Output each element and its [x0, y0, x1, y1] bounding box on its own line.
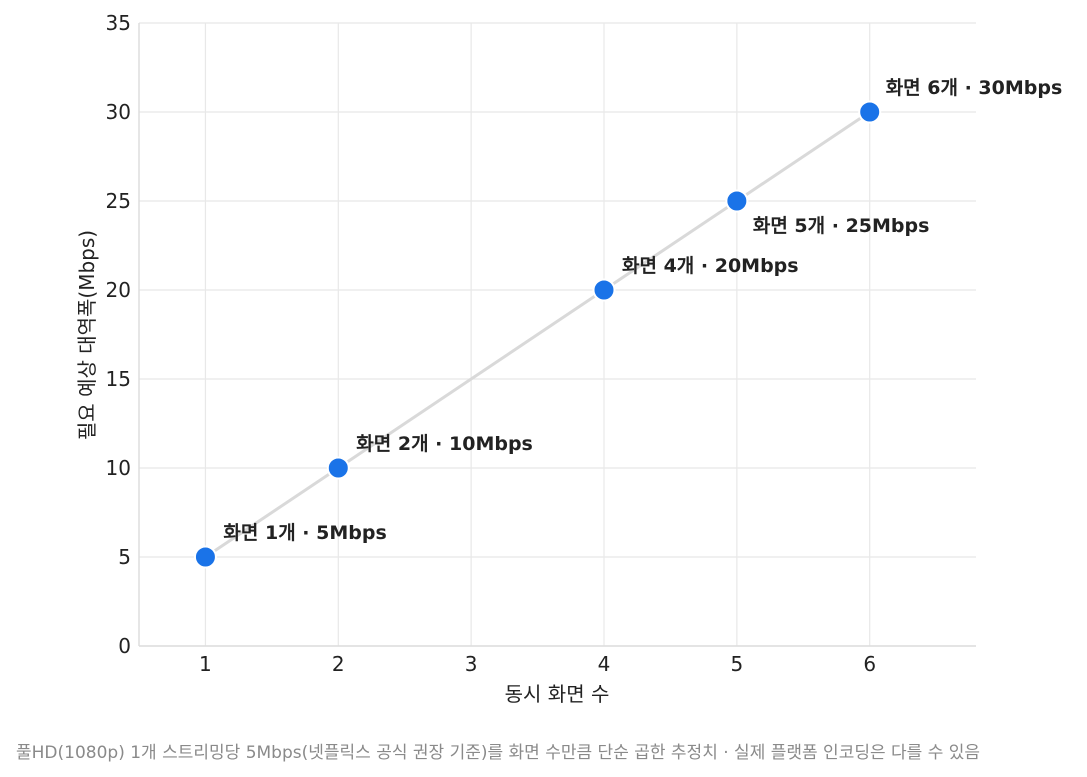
x-tick-label: 5 [730, 652, 743, 676]
data-point [193, 545, 217, 569]
data-point [592, 278, 616, 302]
data-point [725, 189, 749, 213]
y-tick-label: 15 [106, 367, 131, 391]
grid [139, 22, 976, 647]
x-tick-label: 4 [598, 652, 611, 676]
y-tick-label: 0 [118, 634, 131, 658]
y-tick-label: 25 [106, 189, 131, 213]
axes [138, 23, 976, 647]
y-axis-label: 필요 예상 대역폭(Mbps) [75, 230, 99, 440]
point-labels: 화면 1개 · 5Mbps 화면 2개 · 10Mbps 화면 4개 · 20Mbp… [223, 77, 1062, 544]
data-label: 화면 5개 · 25Mbps [753, 215, 930, 237]
x-tick-label: 6 [863, 652, 876, 676]
ticks: 0 5 10 15 20 25 30 35 1 2 3 4 5 6 [106, 11, 877, 676]
data-point [858, 100, 882, 124]
x-axis-label: 동시 화면 수 [505, 682, 610, 706]
series [193, 100, 882, 569]
data-label: 화면 2개 · 10Mbps [356, 433, 533, 455]
data-point [326, 456, 350, 480]
data-label: 화면 1개 · 5Mbps [223, 522, 386, 544]
x-tick-label: 3 [465, 652, 478, 676]
x-tick-label: 2 [332, 652, 345, 676]
data-label: 화면 4개 · 20Mbps [622, 255, 799, 277]
footnote-caption: 풀HD(1080p) 1개 스트리밍당 5Mbps(넷플릭스 공식 권장 기준)… [16, 743, 981, 763]
y-tick-label: 20 [106, 278, 131, 302]
series-line [204, 110, 871, 559]
y-tick-label: 5 [118, 545, 131, 569]
y-tick-label: 35 [106, 11, 131, 35]
x-tick-label: 1 [199, 652, 212, 676]
y-tick-label: 30 [106, 100, 131, 124]
y-tick-label: 10 [106, 456, 131, 480]
bandwidth-chart: 0 5 10 15 20 25 30 35 1 2 3 4 5 6 화면 1개 · 5Mbps 화면 2개 … [75, 11, 1062, 706]
data-label: 화면 6개 · 30Mbps [886, 77, 1063, 99]
